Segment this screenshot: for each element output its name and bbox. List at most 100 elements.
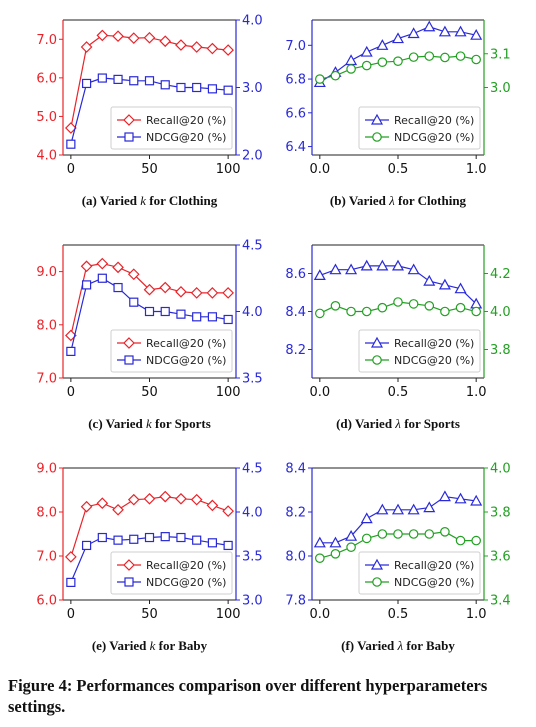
data-point-2 — [96, 497, 109, 510]
data-point-8 — [438, 490, 451, 502]
data-point-7 — [423, 274, 436, 286]
data-point-0 — [65, 122, 77, 134]
x-tick-label: 50 — [141, 162, 158, 177]
left-tick-label: 8.4 — [285, 462, 306, 477]
x-tick-label: 50 — [141, 385, 158, 400]
data-point-8 — [192, 82, 202, 93]
caption-variable: k — [140, 193, 146, 208]
series-ndcg — [66, 273, 233, 356]
data-point-5 — [393, 56, 403, 66]
left-tick-label: 8.4 — [285, 305, 306, 320]
caption-variable: k — [146, 416, 152, 431]
right-tick-label: 4.5 — [242, 239, 263, 254]
right-tick-label: 3.5 — [242, 550, 263, 565]
chart-panel-e: 0 50 100 6.0 7.0 8.0 9.0 3.0 3.5 4.0 4.5 Recall@20 … — [36, 462, 262, 654]
caption-variable: λ — [394, 416, 401, 431]
data-point-1 — [81, 540, 92, 551]
legend-label: NDCG@20 (%) — [146, 354, 226, 367]
legend-label: Recall@20 (%) — [146, 337, 226, 350]
chart-panel-b: 0.0 0.5 1.0 6.4 6.6 6.8 7.0 3.0 3.1 Recall@20 (%)… — [285, 19, 511, 208]
x-tick-label: 0.5 — [388, 162, 409, 177]
series-recall — [65, 490, 234, 563]
x-tick-label: 0 — [67, 385, 75, 400]
data-point-7 — [423, 501, 436, 513]
data-point-8 — [190, 287, 203, 299]
left-tick-label: 9.0 — [36, 462, 57, 477]
legend-box — [358, 106, 481, 150]
data-point-legend-0 — [123, 337, 135, 349]
data-point-1 — [80, 500, 93, 513]
left-tick-label: 8.0 — [36, 506, 57, 521]
x-tick-label: 0.0 — [309, 162, 330, 177]
right-tick-label: 3.0 — [242, 594, 263, 609]
legend: Recall@20 (%) NDCG@20 (%) — [358, 329, 481, 373]
data-point-5 — [393, 297, 403, 307]
caption-prefix: (d) Varied — [336, 416, 395, 431]
series-ndcg — [315, 297, 481, 319]
chart-panel-c: 0 50 100 7.0 8.0 9.0 3.5 4.0 4.5 Recall@20 (%) NDC… — [36, 239, 262, 432]
left-tick-label: 8.2 — [285, 343, 306, 358]
data-point-3 — [361, 533, 372, 544]
x-tick-label: 0 — [67, 162, 75, 177]
right-tick-label: 4.5 — [242, 462, 263, 477]
data-point-8 — [190, 41, 203, 53]
data-point-1 — [330, 300, 341, 311]
data-point-1 — [330, 548, 341, 559]
data-point-legend-0 — [370, 113, 384, 125]
x-tick-label: 0.0 — [309, 607, 330, 622]
right-tick-label: 3.8 — [490, 343, 511, 358]
x-tick-label: 100 — [216, 607, 241, 622]
data-point-7 — [424, 300, 435, 311]
legend-box — [110, 329, 233, 373]
x-tick-label: 0.5 — [388, 607, 409, 622]
data-point-10 — [222, 287, 234, 299]
right-tick-label: 4.0 — [490, 462, 511, 477]
data-point-2 — [97, 273, 107, 283]
data-point-4 — [129, 297, 139, 307]
right-tick-label: 4.2 — [490, 267, 511, 282]
data-point-4 — [377, 302, 388, 313]
right-tick-label: 4.0 — [242, 305, 263, 320]
data-point-3 — [360, 45, 373, 57]
subfigure-caption: (a) Varied k for Clothing — [82, 193, 218, 208]
data-point-7 — [424, 529, 435, 539]
data-point-10 — [223, 85, 233, 95]
data-point-4 — [377, 529, 388, 539]
data-point-10 — [470, 494, 483, 506]
data-point-7 — [176, 309, 186, 319]
x-tick-label: 1.0 — [466, 162, 487, 177]
left-tick-label: 5.0 — [36, 110, 57, 125]
legend-box — [110, 106, 233, 150]
data-point-3 — [113, 74, 123, 85]
data-point-0 — [315, 553, 325, 563]
data-point-6 — [407, 263, 420, 275]
data-point-2 — [96, 29, 109, 42]
data-point-9 — [455, 302, 466, 313]
data-point-0 — [66, 577, 76, 588]
chart-panel-f: 0.0 0.5 1.0 7.8 8.0 8.2 8.4 3.4 3.6 3.8 4.0 Recall@… — [285, 462, 510, 654]
legend: Recall@20 (%) NDCG@20 (%) — [110, 106, 233, 150]
caption-suffix: for Sports — [401, 416, 460, 431]
left-tick-label: 8.2 — [285, 506, 306, 521]
data-point-7 — [175, 492, 187, 505]
data-point-10 — [471, 306, 481, 317]
data-point-2 — [345, 529, 358, 541]
data-point-2 — [97, 73, 107, 83]
data-point-8 — [440, 306, 450, 317]
data-point-8 — [190, 493, 203, 506]
series-recall — [65, 29, 234, 134]
data-point-5 — [391, 503, 405, 515]
chart-panel-a: 0 50 100 4.0 5.0 6.0 7.0 2.0 3.0 4.0 Recall@20 (%)… — [36, 14, 262, 209]
subfigure-caption: (e) Varied k for Baby — [92, 638, 208, 653]
legend-label: NDCG@20 (%) — [394, 131, 474, 144]
data-point-5 — [144, 532, 155, 543]
data-point-9 — [454, 492, 467, 504]
left-tick-label: 7.0 — [36, 550, 57, 565]
data-point-legend-1 — [372, 355, 382, 365]
x-tick-label: 100 — [216, 385, 241, 400]
legend: Recall@20 (%) NDCG@20 (%) — [110, 551, 233, 595]
caption-variable: k — [150, 638, 156, 653]
data-point-6 — [408, 52, 419, 62]
data-point-1 — [330, 70, 341, 81]
right-tick-label: 3.5 — [242, 372, 263, 387]
